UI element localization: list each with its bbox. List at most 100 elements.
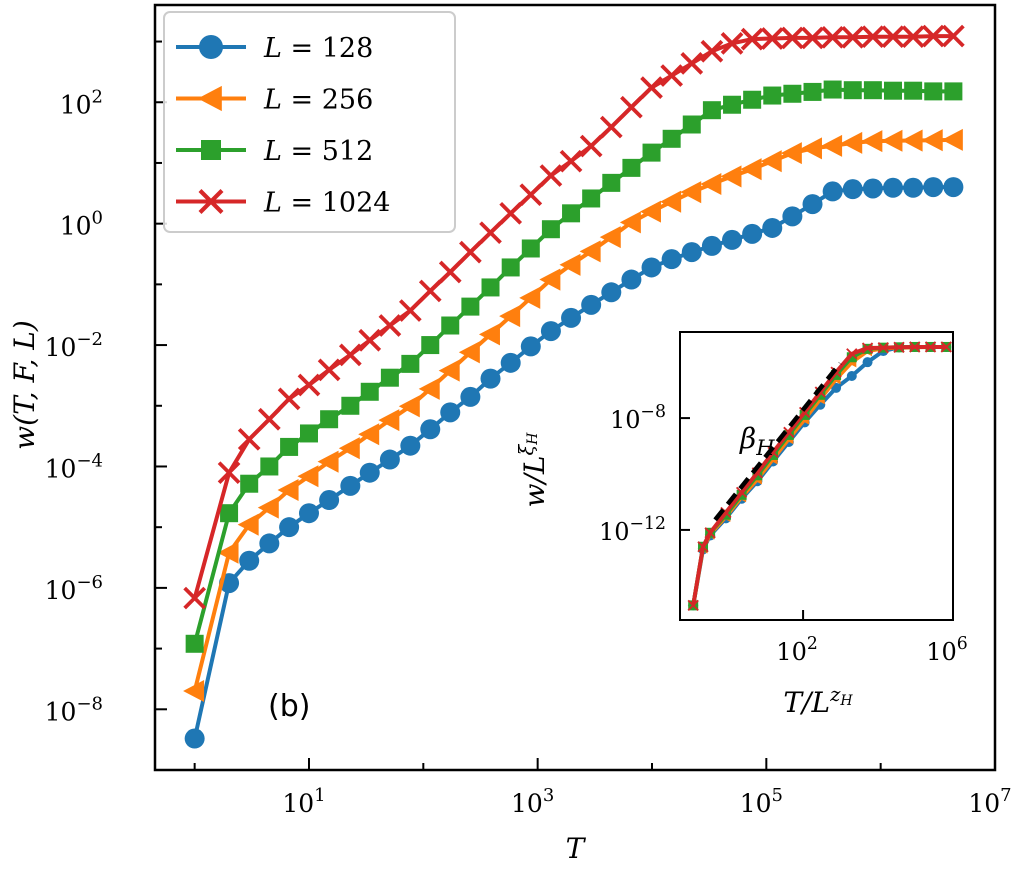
data-point (841, 25, 865, 49)
data-point (277, 478, 299, 502)
data-point (702, 101, 721, 120)
data-point (579, 134, 603, 158)
data-point (882, 177, 903, 198)
data-point (220, 504, 239, 523)
data-point (421, 336, 440, 355)
data-point (339, 343, 362, 367)
data-point (863, 81, 882, 100)
data-point (520, 336, 541, 357)
data-point (317, 450, 339, 473)
data-point (641, 257, 662, 278)
data-point (619, 211, 641, 234)
data-point (341, 396, 360, 415)
legend-marker-square (201, 140, 221, 160)
data-point (861, 130, 883, 153)
data-point (541, 220, 560, 239)
data-point (742, 223, 763, 244)
data-point (599, 226, 621, 249)
data-point (642, 143, 661, 162)
data-point (478, 323, 500, 346)
data-point (582, 189, 601, 208)
data-point (380, 368, 399, 387)
data-point (297, 373, 321, 397)
data-point (539, 164, 563, 187)
data-point (418, 377, 440, 400)
inset-x-tick-label: 106 (926, 634, 968, 666)
data-point (358, 328, 382, 352)
data-point (299, 424, 318, 443)
data-point (217, 461, 241, 485)
data-point (681, 242, 702, 263)
data-point (801, 26, 824, 50)
data-point (441, 316, 460, 335)
data-point (883, 81, 902, 100)
data-point (862, 178, 883, 199)
data-point (921, 24, 945, 48)
y-tick-label: 10−8 (45, 693, 103, 726)
data-point (279, 517, 300, 538)
data-point (338, 437, 360, 460)
inset-data-point (924, 341, 937, 353)
series-L512 (185, 80, 963, 653)
inset-series-L1024 (687, 341, 952, 612)
data-point (762, 217, 783, 238)
data-point (359, 462, 380, 483)
data-point (461, 297, 480, 316)
data-point (740, 27, 764, 51)
data-point (901, 25, 925, 49)
data-point (183, 679, 205, 703)
x-tick-label: 107 (968, 785, 1011, 818)
data-point (340, 475, 361, 496)
y-tick-label: 102 (60, 86, 103, 119)
y-tick-label: 10−6 (45, 572, 103, 605)
x-tick-label: 103 (511, 785, 554, 818)
data-point (881, 129, 903, 152)
data-point (620, 95, 643, 119)
inset-data-point (846, 352, 857, 363)
x-tick-label: 101 (282, 785, 325, 818)
data-point (924, 82, 943, 101)
data-point (540, 321, 561, 342)
data-point (760, 150, 782, 173)
data-point (519, 286, 541, 309)
data-point (183, 586, 206, 610)
legend-item: L = 512 (176, 136, 373, 167)
y-tick-label: 100 (60, 208, 103, 241)
data-point (680, 181, 702, 204)
data-point (720, 32, 744, 55)
data-point (317, 358, 341, 382)
data-point (559, 253, 581, 276)
data-point (501, 258, 520, 277)
beta-h-annotation: βH (739, 422, 775, 460)
data-point (521, 239, 540, 258)
data-point (944, 82, 963, 101)
series-L256 (183, 128, 963, 703)
data-point (259, 533, 280, 554)
data-point (621, 269, 642, 290)
data-point (599, 115, 623, 139)
inset-x-tick-label: 102 (776, 634, 818, 666)
data-point (379, 449, 400, 470)
data-point (401, 354, 420, 373)
data-point (257, 407, 281, 431)
inset-data-point (704, 527, 716, 539)
inset-data-point (893, 341, 905, 353)
data-point (479, 221, 502, 245)
inset-data-point (697, 541, 709, 553)
inset-y-tick-label: 10−12 (599, 514, 666, 546)
inset-data-point (783, 426, 795, 438)
legend-label: L = 256 (263, 85, 373, 116)
inset-y-axis-label: w/LξH (515, 432, 551, 508)
data-point (400, 435, 421, 456)
inset-data-point (877, 342, 889, 354)
data-point (701, 235, 722, 256)
data-point (360, 382, 379, 401)
data-point (519, 183, 543, 207)
data-point (458, 341, 480, 364)
panel-label: (b) (268, 689, 310, 724)
data-point (821, 134, 843, 157)
data-point (803, 82, 822, 101)
y-tick-label: 10−4 (45, 450, 103, 483)
reference-slope-line (713, 361, 842, 522)
